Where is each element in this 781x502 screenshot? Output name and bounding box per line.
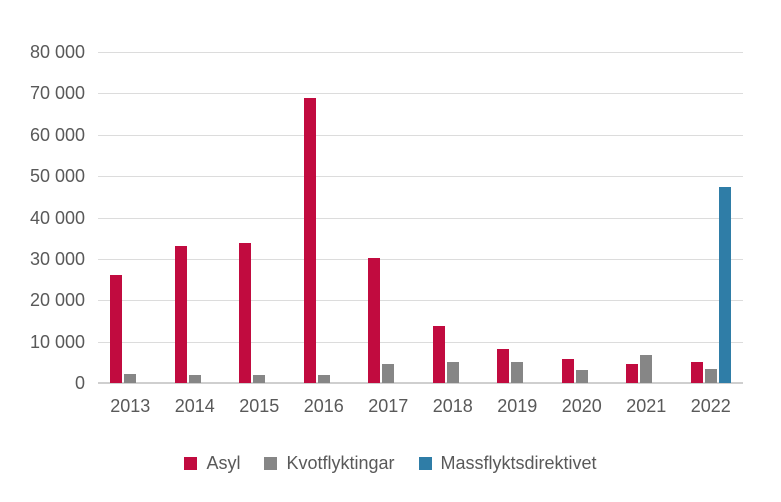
y-axis-tick-20-000: 20 000 — [29, 290, 85, 311]
bar-kvotflyktingar-2022 — [704, 368, 717, 383]
legend: Asyl Kvotflyktingar Massflyktsdirektivet — [0, 453, 781, 474]
bar-asyl-2021 — [626, 364, 639, 383]
legend-item-massflyktsdirektivet: Massflyktsdirektivet — [418, 453, 597, 474]
gridline-30-000 — [98, 258, 743, 260]
y-axis-tick-60-000: 60 000 — [29, 124, 85, 145]
x-axis-tick-2013: 2013 — [110, 396, 151, 416]
gridline-10-000 — [98, 341, 743, 343]
y-axis-tick-70-000: 70 000 — [29, 83, 85, 104]
x-axis-tick-2017: 2017 — [368, 396, 409, 416]
legend-label-kvotflyktingar: Kvotflyktingar — [286, 453, 395, 473]
gridline-80-000 — [98, 52, 743, 53]
x-axis-tick-2019: 2019 — [497, 396, 538, 416]
x-axis-tick-2022: 2022 — [690, 396, 731, 416]
x-axis-tick-2015: 2015 — [239, 396, 280, 416]
gridline-40-000 — [98, 217, 743, 219]
y-axis-tick-0: 0 — [74, 373, 85, 393]
bar-kvotflyktingar-2018 — [446, 362, 459, 383]
gridline-60-000 — [98, 134, 743, 136]
y-axis-tick-50-000: 50 000 — [29, 166, 85, 187]
bar-kvotflyktingar-2021 — [640, 355, 653, 383]
x-axis-tick-2021: 2021 — [626, 396, 667, 416]
bar-asyl-2014 — [174, 246, 187, 383]
bar-massflyktsdirektivet-2022 — [718, 186, 731, 383]
bar-kvotflyktingar-2017 — [382, 363, 395, 383]
y-axis-tick-30-000: 30 000 — [29, 248, 85, 269]
bar-kvotflyktingar-2016 — [317, 375, 330, 383]
bar-kvotflyktingar-2013 — [124, 374, 137, 383]
bar-asyl-2019 — [497, 349, 510, 383]
bar-kvotflyktingar-2014 — [188, 375, 201, 383]
bar-asyl-2013 — [110, 274, 123, 383]
bar-asyl-2020 — [561, 358, 574, 383]
legend-item-asyl: Asyl — [184, 453, 240, 474]
y-axis-tick-80-000: 80 000 — [29, 42, 85, 62]
bar-asyl-2017 — [368, 257, 381, 383]
bar-asyl-2016 — [303, 97, 316, 383]
bar-asyl-2022 — [690, 361, 703, 383]
legend-item-kvotflyktingar: Kvotflyktingar — [264, 453, 395, 474]
bar-asyl-2015 — [239, 243, 252, 383]
gridline-70-000 — [98, 93, 743, 95]
x-axis-tick-2018: 2018 — [432, 396, 473, 416]
legend-label-asyl: Asyl — [206, 453, 241, 473]
gridline-20-000 — [98, 300, 743, 302]
legend-label-massflyktsdirektivet: Massflyktsdirektivet — [440, 453, 597, 473]
bar-asyl-2018 — [432, 326, 445, 383]
bar-kvotflyktingar-2020 — [575, 370, 588, 383]
legend-swatch-asyl-icon — [184, 457, 198, 470]
x-axis-tick-2020: 2020 — [561, 396, 602, 416]
y-axis-tick-10-000: 10 000 — [29, 331, 85, 352]
gridline-0 — [98, 382, 743, 384]
legend-swatch-kvotflyktingar-icon — [264, 457, 278, 470]
x-axis-tick-2016: 2016 — [303, 396, 344, 416]
x-axis-tick-2014: 2014 — [174, 396, 215, 416]
y-axis-tick-40-000: 40 000 — [29, 207, 85, 228]
gridline-50-000 — [98, 176, 743, 178]
bar-kvotflyktingar-2015 — [253, 375, 266, 383]
bar-kvotflyktingar-2019 — [511, 361, 524, 383]
legend-swatch-massflyktsdirektivet-icon — [418, 457, 432, 470]
